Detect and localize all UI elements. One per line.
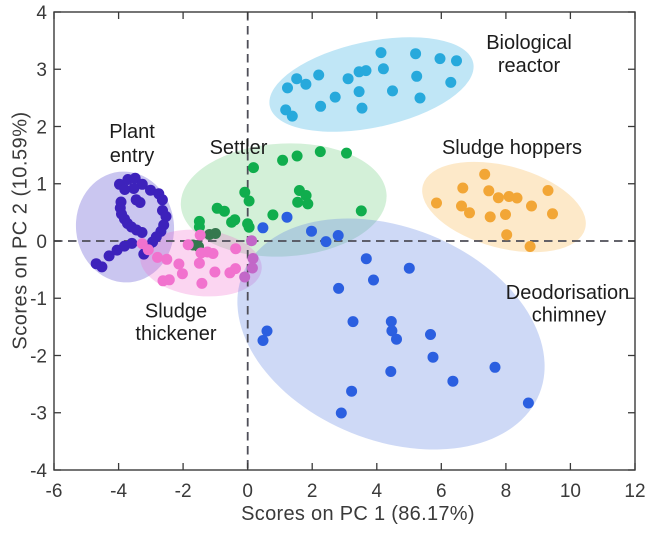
svg-text:1: 1 <box>36 175 47 196</box>
svg-text:2: 2 <box>307 481 318 502</box>
svg-text:0: 0 <box>36 232 47 253</box>
svg-text:6: 6 <box>436 481 447 502</box>
svg-text:Sludge hoppers: Sludge hoppers <box>442 137 582 159</box>
svg-text:4: 4 <box>372 481 383 502</box>
svg-text:10: 10 <box>560 481 581 502</box>
svg-text:-4: -4 <box>30 461 47 482</box>
svg-text:8: 8 <box>501 481 512 502</box>
svg-text:Scores on PC 2 (10.59%): Scores on PC 2 (10.59%) <box>10 111 32 349</box>
svg-text:-6: -6 <box>46 481 63 502</box>
svg-text:12: 12 <box>624 481 645 502</box>
svg-text:reactor: reactor <box>498 55 561 77</box>
svg-text:2: 2 <box>36 117 47 138</box>
svg-text:Deodorisation: Deodorisation <box>506 282 629 304</box>
svg-text:-2: -2 <box>30 346 47 367</box>
svg-text:Scores on PC 1 (86.17%): Scores on PC 1 (86.17%) <box>241 503 475 525</box>
svg-text:4: 4 <box>36 3 47 24</box>
svg-text:Sludge: Sludge <box>145 301 207 323</box>
svg-text:-3: -3 <box>30 404 47 425</box>
svg-text:Plant: Plant <box>109 121 155 143</box>
svg-text:Settler: Settler <box>210 137 268 159</box>
svg-text:-2: -2 <box>175 481 192 502</box>
svg-text:chimney: chimney <box>532 305 606 327</box>
svg-text:thickener: thickener <box>135 323 216 345</box>
svg-text:0: 0 <box>242 481 253 502</box>
svg-text:-4: -4 <box>110 481 127 502</box>
svg-text:3: 3 <box>36 60 47 81</box>
svg-text:Biological: Biological <box>486 32 572 54</box>
svg-text:entry: entry <box>110 145 154 167</box>
svg-text:-1: -1 <box>30 289 47 310</box>
